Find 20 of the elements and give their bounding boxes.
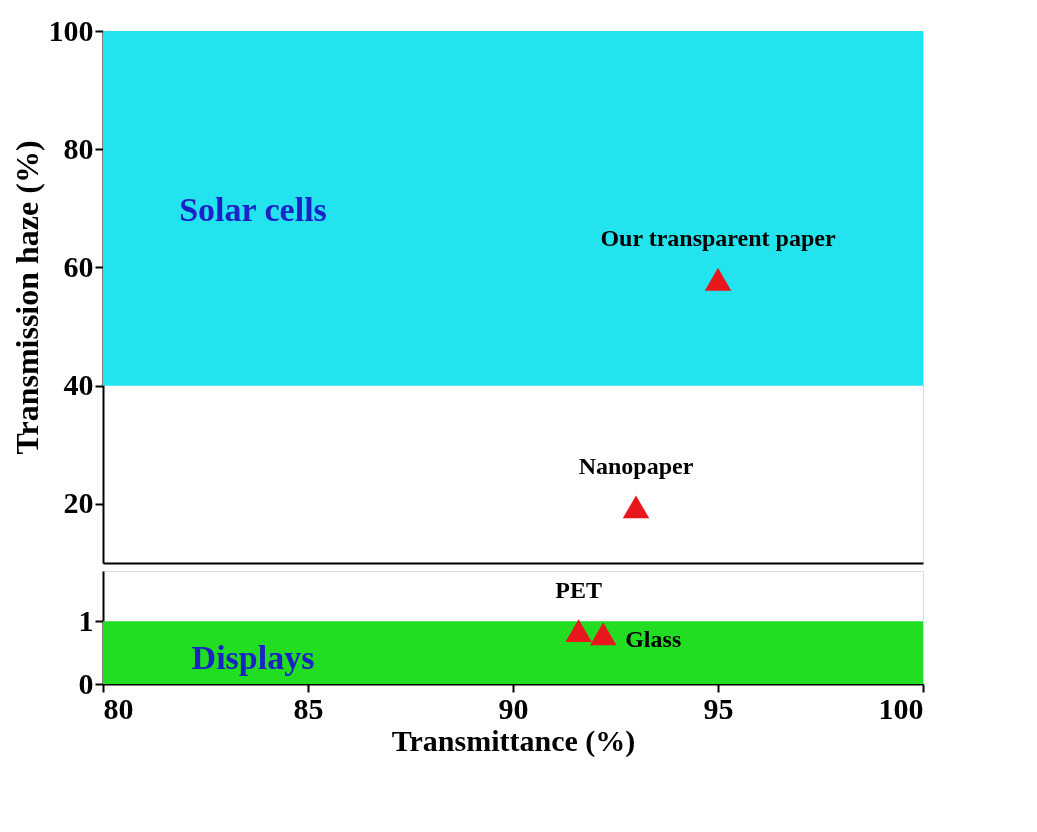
y-tick-label: 1 [78,603,94,637]
annotation: Nanopaper [578,452,694,479]
annotation: Displays [191,639,315,676]
x-tick-label: 80 [103,691,134,725]
x-tick-label: 90 [498,691,529,725]
y-tick-label: 20 [63,486,94,520]
y-tick-label: 40 [63,368,94,402]
x-tick-label: 100 [878,691,924,725]
y-tick-label: 100 [48,13,94,47]
y-axis-title: Transmission haze (%) [8,140,45,455]
x-tick-label: 95 [703,691,734,725]
y-tick-label: 60 [63,249,94,283]
annotation: Our transparent paper [600,225,836,252]
x-tick-label: 85 [293,691,324,725]
annotation: PET [555,576,602,603]
y-tick-label: 80 [63,131,94,165]
annotation: Solar cells [179,191,327,228]
x-axis-title: Transmittance (%) [391,723,636,758]
annotation: Glass [625,625,682,652]
y-tick-label: 0 [78,666,94,700]
